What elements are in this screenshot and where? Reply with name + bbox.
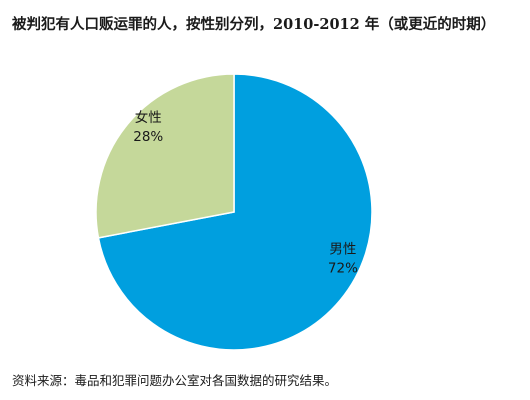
source-note: 资料来源：毒品和犯罪问题办公室对各国数据的研究结果。	[12, 373, 338, 388]
chart-title: 被判犯有人口贩运罪的人，按性别分列，2010-2012 年（或更近的时期）	[12, 16, 496, 33]
slice-value-label: 28%	[133, 129, 163, 145]
pie-slice-male	[97, 73, 373, 351]
pie-slice-female	[95, 73, 235, 239]
slice-value-label: 72%	[328, 261, 358, 277]
slice-label: 男性	[329, 242, 356, 258]
slice-label: 女性	[135, 109, 162, 126]
